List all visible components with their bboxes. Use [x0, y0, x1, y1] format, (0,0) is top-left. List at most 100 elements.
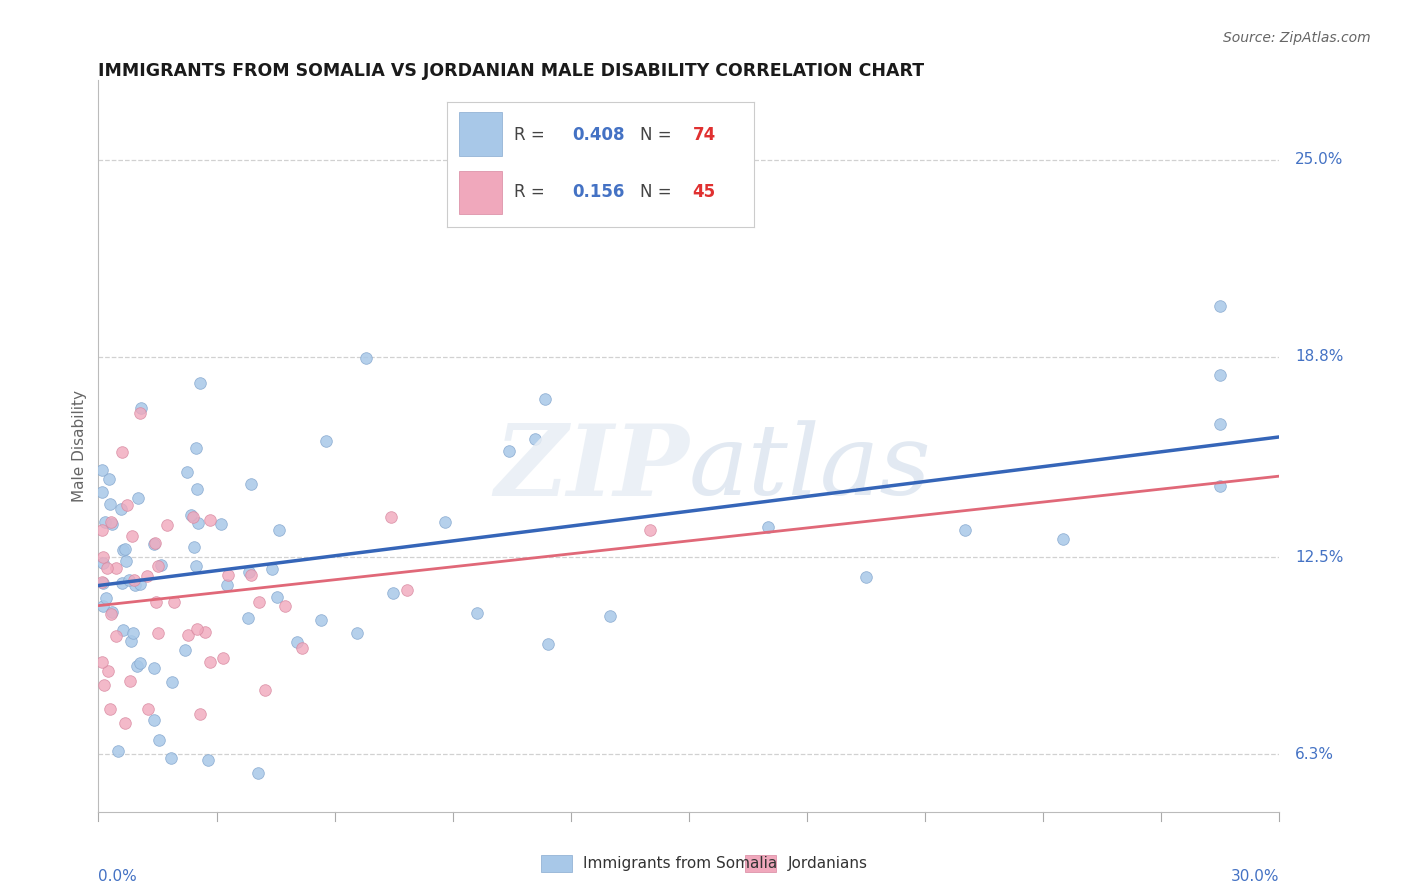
Point [1386, 439, 1406, 453]
Point [346, 626, 368, 640]
Text: ZIP: ZIP [494, 420, 689, 516]
Point [111, 575, 134, 590]
Point [236, 611, 259, 625]
Point [187, 516, 209, 531]
Point [118, 574, 141, 588]
Point [91, 556, 114, 570]
Point [143, 535, 166, 549]
Point [91, 655, 114, 669]
Point [953, 523, 976, 537]
Point [176, 466, 198, 480]
Point [129, 577, 152, 591]
Text: 30.0%: 30.0% [1232, 869, 1279, 884]
Point [122, 573, 145, 587]
Point [114, 541, 136, 556]
Point [381, 586, 404, 600]
Point [124, 578, 146, 592]
Point [100, 515, 122, 529]
Point [1209, 368, 1232, 382]
Point [174, 643, 197, 657]
Point [266, 590, 288, 604]
Point [136, 702, 159, 716]
Point [91, 549, 114, 564]
Point [240, 567, 263, 582]
Point [110, 502, 132, 516]
Point [197, 753, 219, 767]
Point [107, 744, 129, 758]
Point [121, 529, 143, 543]
Point [354, 351, 377, 365]
Point [112, 623, 135, 637]
Point [315, 434, 337, 448]
Point [855, 570, 877, 584]
Point [638, 523, 661, 537]
Point [309, 613, 332, 627]
Point [110, 445, 132, 459]
Point [253, 682, 276, 697]
Point [269, 523, 291, 537]
Point [160, 751, 183, 765]
Point [145, 595, 167, 609]
Point [599, 608, 621, 623]
Point [215, 578, 238, 592]
Text: 25.0%: 25.0% [1295, 153, 1344, 168]
Point [198, 655, 221, 669]
Point [247, 595, 270, 609]
Point [128, 406, 150, 420]
Point [91, 599, 114, 614]
Text: IMMIGRANTS FROM SOMALIA VS JORDANIAN MALE DISABILITY CORRELATION CHART: IMMIGRANTS FROM SOMALIA VS JORDANIAN MAL… [98, 62, 925, 80]
Point [200, 513, 222, 527]
Point [186, 622, 208, 636]
Point [756, 520, 779, 534]
Point [194, 624, 217, 639]
Point [1209, 479, 1232, 493]
Point [105, 561, 128, 575]
Point [156, 518, 179, 533]
Point [146, 559, 169, 574]
Point [498, 444, 520, 458]
Point [104, 629, 127, 643]
Text: 0.0%: 0.0% [98, 869, 138, 884]
Point [260, 562, 283, 576]
Point [136, 569, 159, 583]
Point [143, 661, 166, 675]
Point [100, 607, 122, 622]
Text: Source: ZipAtlas.com: Source: ZipAtlas.com [1223, 31, 1371, 45]
Point [212, 651, 235, 665]
Text: atlas: atlas [689, 420, 932, 516]
Text: Immigrants from Somalia: Immigrants from Somalia [583, 856, 778, 871]
Text: 18.8%: 18.8% [1295, 350, 1344, 365]
Point [274, 599, 297, 614]
Point [127, 659, 149, 673]
Point [148, 732, 170, 747]
Text: 12.5%: 12.5% [1295, 549, 1344, 565]
Point [96, 560, 118, 574]
Point [537, 637, 560, 651]
Point [246, 766, 269, 780]
Point [98, 702, 121, 716]
Point [100, 605, 122, 619]
Point [98, 497, 121, 511]
Point [180, 508, 202, 522]
Point [143, 537, 166, 551]
Point [209, 516, 232, 531]
Point [181, 509, 204, 524]
Point [120, 633, 142, 648]
Point [396, 582, 419, 597]
Point [91, 575, 114, 590]
Point [217, 568, 239, 582]
Point [434, 515, 457, 529]
Point [98, 472, 121, 486]
Point [380, 510, 402, 524]
Point [91, 575, 114, 590]
Point [238, 565, 260, 579]
Point [523, 432, 546, 446]
Point [183, 540, 205, 554]
Y-axis label: Male Disability: Male Disability [72, 390, 87, 502]
Point [114, 716, 136, 731]
Point [188, 707, 211, 722]
Point [101, 517, 124, 532]
Point [118, 674, 141, 689]
Point [127, 491, 149, 506]
Point [91, 523, 114, 537]
